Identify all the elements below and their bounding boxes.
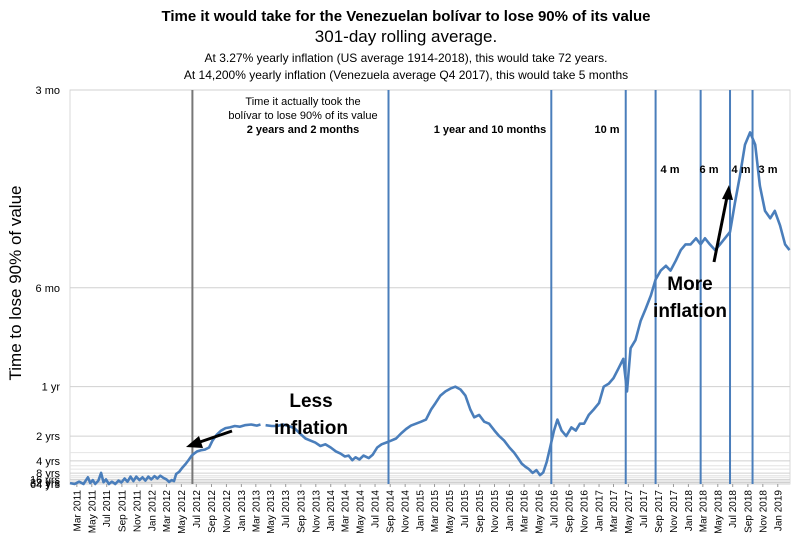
annotation-period-2: 1 year and 10 months (434, 124, 547, 136)
x-tick-label: Mar 2017 (609, 490, 620, 533)
x-tick-label: Sep 2011 (117, 490, 128, 533)
y-tick-label: 1 yr (42, 382, 61, 394)
x-tick-label: Nov 2013 (311, 490, 322, 533)
x-tick-label: Sep 2017 (654, 490, 665, 533)
x-tick-label: Jan 2014 (326, 490, 337, 532)
chart-note-1: At 3.27% yearly inflation (US average 19… (205, 51, 608, 65)
chart-title: Time it would take for the Venezuelan bo… (161, 8, 650, 25)
annotation-more: More (667, 274, 712, 295)
y-tick-label: 2 yrs (36, 431, 60, 443)
x-tick-label: Mar 2012 (162, 490, 173, 533)
x-tick-label: Jan 2013 (237, 490, 248, 532)
x-tick-label: May 2014 (356, 490, 367, 534)
annotation-period-5: 6 m (700, 164, 719, 176)
x-tick-label: Sep 2015 (475, 490, 486, 533)
x-tick-label: Jan 2016 (505, 490, 516, 532)
x-tick-label: Jan 2018 (684, 490, 695, 532)
x-tick-label: Sep 2012 (207, 490, 218, 533)
x-tick-label: Nov 2011 (132, 490, 143, 533)
annotation-less: Less (289, 391, 332, 412)
x-tick-label: May 2016 (535, 490, 546, 534)
x-tick-label: Mar 2018 (698, 490, 709, 533)
y-axis-label: Time to lose 90% of value (6, 186, 25, 381)
y-tick-label: 4 yrs (36, 456, 60, 468)
x-tick-label: Jul 2015 (460, 490, 471, 528)
x-tick-label: Sep 2013 (296, 490, 307, 533)
x-tick-label: May 2013 (266, 490, 277, 534)
chart-subtitle: 301-day rolling average. (315, 27, 497, 46)
y-tick-label: 3 mo (36, 85, 60, 97)
x-tick-label: Jul 2012 (192, 490, 203, 528)
x-tick-label: Nov 2014 (401, 490, 412, 533)
annotation-period-1: 2 years and 2 months (247, 124, 360, 136)
x-tick-label: May 2017 (624, 490, 635, 534)
x-tick-label: Mar 2014 (341, 490, 352, 533)
arrow-more-inflation (712, 185, 733, 263)
x-tick-label: May 2018 (713, 490, 724, 534)
y-tick-label: 64 yrs (30, 479, 60, 491)
x-tick-label: Jan 2019 (773, 490, 784, 532)
annotation-period-3: 10 m (594, 124, 619, 136)
x-tick-label: Nov 2018 (758, 490, 769, 533)
x-tick-label: Jan 2012 (147, 490, 158, 532)
x-tick-label: May 2015 (445, 490, 456, 534)
x-tick-label: Nov 2017 (669, 490, 680, 533)
x-tick-label: Jul 2011 (102, 490, 113, 528)
x-tick-label: Jul 2016 (549, 490, 560, 528)
x-tick-label: Sep 2016 (565, 490, 576, 533)
x-tick-label: Nov 2012 (222, 490, 233, 533)
x-tick-label: Mar 2011 (72, 490, 83, 532)
y-tick-label: 8 yrs (36, 468, 60, 480)
x-tick-label: Mar 2013 (251, 490, 262, 533)
y-tick-label: 6 mo (36, 283, 60, 295)
x-tick-label: May 2012 (177, 490, 188, 534)
y-tick-label: 32 yrs (30, 477, 60, 489)
x-tick-label: Sep 2014 (386, 490, 397, 533)
x-tick-label: Jul 2013 (281, 490, 292, 528)
x-tick-label: Jan 2015 (416, 490, 427, 532)
annotation-more-inflation: inflation (653, 301, 727, 322)
x-tick-label: Nov 2016 (580, 490, 591, 533)
annotation-less-inflation: inflation (274, 418, 348, 439)
annotation-actual-2: bolívar to lose 90% of its value (228, 110, 377, 122)
x-tick-label: Nov 2015 (490, 490, 501, 533)
period-dividers (191, 90, 754, 484)
x-tick-label: May 2011 (87, 490, 98, 534)
x-tick-label: Mar 2016 (520, 490, 531, 533)
annotation-period-6: 4 m (732, 164, 751, 176)
annotation-period-7: 3 m (759, 164, 778, 176)
grid-lines (70, 89, 790, 485)
x-tick-label: Jul 2017 (639, 490, 650, 528)
annotation-period-4: 4 m (661, 164, 680, 176)
y-tick-label: 16 yrs (30, 474, 60, 486)
x-tick-label: Jul 2014 (371, 490, 382, 528)
arrow-less-inflation (186, 429, 233, 448)
x-tick-label: Sep 2018 (743, 490, 754, 533)
x-tick-labels: Mar 2011 May 2011 Jul 2011 Sep 2011 Nov 2011… (72, 484, 784, 534)
x-tick-label: Jan 2017 (595, 490, 606, 532)
annotation-actual-1: Time it actually took the (245, 96, 360, 108)
x-tick-label: Mar 2015 (430, 490, 441, 533)
x-tick-label: Jul 2018 (728, 490, 739, 528)
chart-note-2: At 14,200% yearly inflation (Venezuela a… (184, 68, 628, 82)
